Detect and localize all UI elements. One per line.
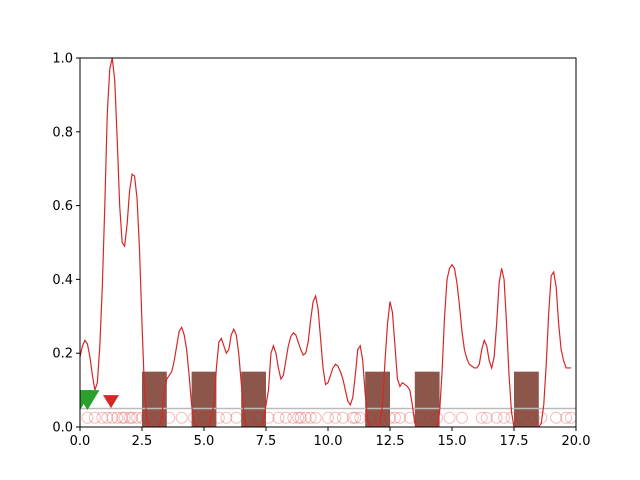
event-circle-18 xyxy=(202,411,215,424)
block-2 xyxy=(241,371,266,427)
y-tick-label-5: 1.0 xyxy=(52,52,73,67)
event-circle-8 xyxy=(123,411,136,424)
event-circle-10 xyxy=(131,411,144,424)
event-circle-51 xyxy=(480,411,493,424)
event-circle-39 xyxy=(364,411,377,424)
block-4 xyxy=(414,371,440,427)
event-circle-41 xyxy=(384,411,396,424)
x-tick-label-5: 12.5 xyxy=(376,434,405,449)
event-circle-46 xyxy=(423,411,436,424)
x-tick-label-3: 7.5 xyxy=(256,434,277,449)
event-circle-7 xyxy=(118,411,131,424)
x-tick-label-1: 2.5 xyxy=(132,434,153,449)
event-circle-38 xyxy=(354,411,367,424)
event-circle-35 xyxy=(336,411,349,424)
event-circle-13 xyxy=(153,411,166,424)
event-circle-52 xyxy=(490,411,503,424)
x-tick-label-0: 0.0 xyxy=(70,434,91,449)
event-circle-48 xyxy=(443,411,456,424)
x-tick-label-7: 17.5 xyxy=(500,434,529,449)
event-circle-12 xyxy=(140,411,153,424)
event-circle-5 xyxy=(111,411,124,424)
event-circle-22 xyxy=(242,411,255,424)
event-circle-14 xyxy=(163,411,176,424)
event-circle-11 xyxy=(136,411,148,424)
y-axis: 0.0 0.2 0.4 0.6 0.8 1.0 xyxy=(52,52,80,436)
event-circle-55 xyxy=(515,411,528,424)
event-circle-4 xyxy=(106,411,119,424)
event-circle-36 xyxy=(346,411,359,424)
density-line xyxy=(80,58,572,427)
y-tick-label-1: 0.2 xyxy=(52,347,73,362)
block-5 xyxy=(514,371,539,427)
y-tick-label-2: 0.4 xyxy=(52,273,73,288)
event-circle-20 xyxy=(220,411,233,424)
event-circle-30 xyxy=(299,411,312,424)
x-tick-label-4: 10.0 xyxy=(314,434,343,449)
event-circle-24 xyxy=(262,411,275,424)
event-circle-59 xyxy=(560,411,573,424)
event-circle-28 xyxy=(292,411,305,424)
event-circle-17 xyxy=(198,411,210,424)
event-circle-25 xyxy=(272,411,285,424)
y-tick-label-3: 0.6 xyxy=(52,199,73,214)
event-circle-60 xyxy=(565,411,576,424)
event-circle-3 xyxy=(101,411,114,424)
event-circle-42 xyxy=(388,411,401,424)
event-circle-34 xyxy=(329,411,342,424)
event-circle-2 xyxy=(96,411,109,424)
event-circle-6 xyxy=(116,411,129,424)
block-3 xyxy=(365,371,390,427)
event-circle-43 xyxy=(393,411,406,424)
x-tick-label-6: 15.0 xyxy=(438,434,467,449)
event-circle-0 xyxy=(81,411,94,424)
event-circle-29 xyxy=(294,411,307,424)
event-circle-9 xyxy=(126,411,139,424)
series-group xyxy=(80,58,576,427)
red-marker xyxy=(103,395,119,409)
y-tick-label-4: 0.8 xyxy=(52,125,73,140)
event-circle-47 xyxy=(431,411,444,424)
y-tick-label-0: 0.0 xyxy=(52,421,73,436)
event-circle-33 xyxy=(322,411,334,424)
event-circle-27 xyxy=(287,411,300,424)
block-1 xyxy=(191,371,217,427)
block-0 xyxy=(142,371,167,427)
event-circle-32 xyxy=(309,411,322,424)
event-circle-15 xyxy=(175,411,188,424)
event-circle-44 xyxy=(403,411,416,424)
x-tick-label-8: 20.0 xyxy=(562,434,591,449)
event-circle-58 xyxy=(550,411,563,424)
x-axis: 0.0 2.5 5.0 7.5 10.0 12.5 15.0 17.5 20.0 xyxy=(70,427,591,449)
event-circle-50 xyxy=(475,411,488,424)
green-marker-1 xyxy=(80,390,100,411)
event-circle-56 xyxy=(527,411,540,424)
event-circle-31 xyxy=(304,411,317,424)
event-circle-21 xyxy=(230,411,243,424)
event-circle-53 xyxy=(498,411,511,424)
event-circle-37 xyxy=(349,411,362,424)
event-circle-49 xyxy=(455,411,468,424)
x-tick-label-2: 5.0 xyxy=(194,434,215,449)
event-circle-19 xyxy=(212,411,225,424)
event-circle-1 xyxy=(88,411,101,424)
plot-area xyxy=(80,58,576,427)
event-circle-26 xyxy=(279,411,292,424)
